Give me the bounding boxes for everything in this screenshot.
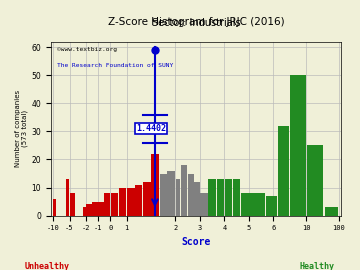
Title: Z-Score Histogram for JRJC (2016): Z-Score Histogram for JRJC (2016)	[108, 17, 284, 27]
Bar	[225, 179, 232, 216]
Text: Sector: Industrials: Sector: Industrials	[152, 18, 240, 28]
Text: ©www.textbiz.org: ©www.textbiz.org	[57, 47, 117, 52]
Bar	[278, 126, 289, 216]
Bar	[325, 207, 338, 216]
Bar	[249, 193, 257, 216]
X-axis label: Score: Score	[181, 237, 211, 247]
Bar	[104, 193, 110, 216]
Bar	[307, 146, 323, 216]
Bar	[86, 204, 92, 216]
Bar	[274, 196, 277, 216]
Bar	[290, 75, 306, 216]
Bar	[181, 165, 188, 216]
Bar	[257, 193, 265, 216]
Bar	[119, 188, 126, 216]
Bar	[217, 179, 224, 216]
Text: Unhealthy: Unhealthy	[24, 262, 69, 270]
Bar	[233, 179, 240, 216]
Bar	[83, 207, 86, 216]
Bar	[127, 188, 135, 216]
Text: The Research Foundation of SUNY: The Research Foundation of SUNY	[57, 63, 173, 68]
Bar	[66, 179, 69, 216]
Bar	[167, 171, 175, 216]
Bar	[92, 202, 98, 216]
Bar	[111, 193, 118, 216]
Bar	[241, 193, 248, 216]
Bar	[151, 154, 159, 216]
Text: Healthy: Healthy	[299, 262, 334, 270]
Bar	[194, 182, 200, 216]
Y-axis label: Number of companies
(573 total): Number of companies (573 total)	[15, 90, 28, 167]
Bar	[53, 199, 56, 216]
Bar	[135, 185, 143, 216]
Bar	[143, 182, 151, 216]
Text: 1.4402: 1.4402	[136, 124, 166, 133]
Bar	[188, 174, 194, 216]
Bar	[98, 202, 104, 216]
Bar	[159, 174, 167, 216]
Bar	[208, 179, 216, 216]
Bar	[70, 193, 75, 216]
Bar	[176, 179, 180, 216]
Bar	[200, 193, 208, 216]
Bar	[266, 196, 273, 216]
